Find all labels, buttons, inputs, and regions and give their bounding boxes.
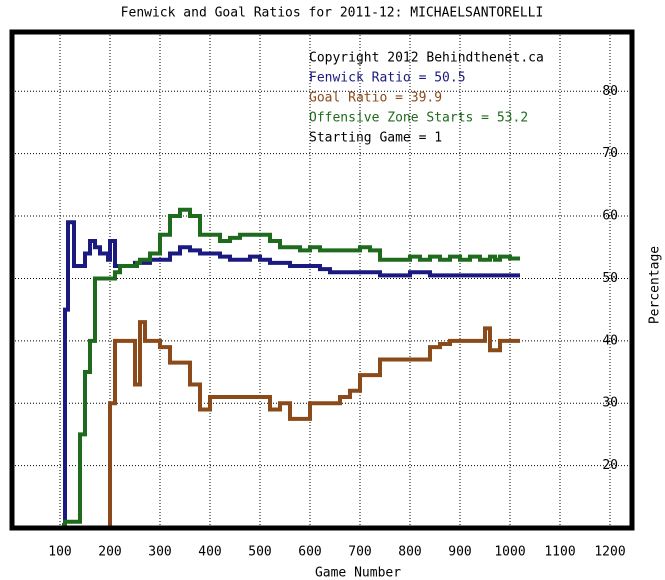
y-tick-label: 40 [602,333,618,348]
y-tick-label: 20 [602,458,618,473]
y-tick-label: 70 [602,146,618,161]
x-tick-label: 1000 [494,545,525,560]
y-tick-label: 50 [602,271,618,286]
series-line [108,320,520,530]
x-tick-label: 200 [98,545,121,560]
plot-border [9,29,635,531]
x-axis-label: Game Number [315,566,401,580]
x-tick-label: 1200 [594,545,625,560]
x-tick-label: 100 [48,545,71,560]
annotation: Fenwick Ratio = 50.5 [309,71,466,86]
y-tick-label: 80 [602,84,618,99]
x-tick-label: 500 [248,545,271,560]
x-tick-label: 700 [348,545,371,560]
x-tick-label: 900 [448,545,471,560]
series-line [62,207,520,527]
x-tick-label: 1100 [544,545,575,560]
annotation: Offensive Zone Starts = 53.2 [309,111,528,126]
x-tick-label: 400 [198,545,221,560]
x-tick-label: 800 [398,545,421,560]
annotation: Copyright 2012 Behindthenet.ca [309,51,544,66]
y-tick-label: 30 [602,396,618,411]
x-tick-label: 600 [298,545,321,560]
chart-title: Fenwick and Goal Ratios for 2011-12: MIC… [121,6,544,21]
series-line [62,220,520,530]
y-axis-label: Percentage [648,246,663,324]
annotation: Goal Ratio = 39.9 [309,91,442,106]
y-tick-label: 60 [602,209,618,224]
annotation: Starting Game = 1 [309,131,442,146]
x-tick-label: 300 [148,545,171,560]
